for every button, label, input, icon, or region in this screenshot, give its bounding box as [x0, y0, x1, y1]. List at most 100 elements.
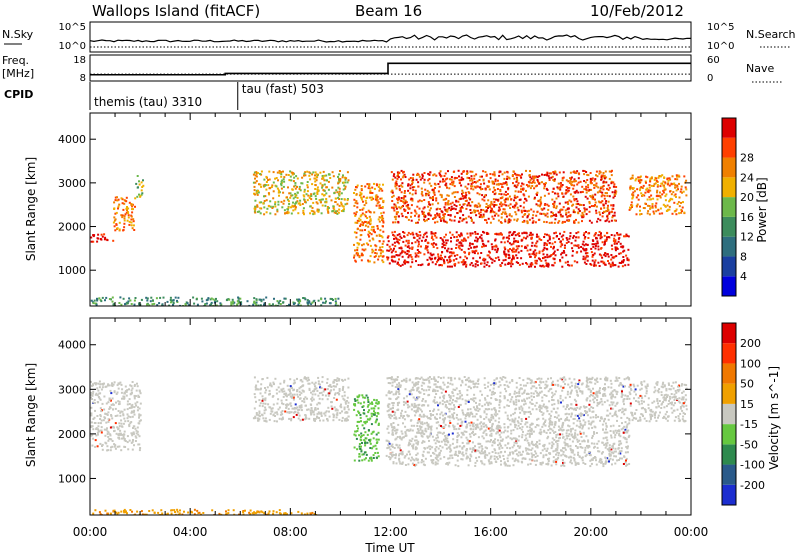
echo-cell [616, 233, 619, 236]
echo-cell [94, 439, 97, 442]
echo-cell [276, 413, 279, 416]
echo-cell [606, 215, 609, 218]
echo-cell [527, 195, 530, 198]
echo-cell [448, 207, 451, 209]
echo-cell [418, 237, 421, 240]
echo-cell [412, 233, 415, 236]
echo-cell [548, 237, 551, 240]
echo-cell [460, 172, 463, 175]
echo-cell [637, 198, 640, 201]
echo-cell [470, 220, 473, 222]
echo-cell [315, 173, 318, 176]
echo-cell [548, 221, 551, 224]
echo-cell [134, 297, 137, 299]
echo-cell [432, 174, 435, 177]
echo-cell [593, 184, 595, 187]
echo-cell [120, 391, 123, 394]
echo-cell [626, 398, 629, 400]
echo-cell [346, 198, 349, 200]
echo-cell [340, 406, 343, 409]
echo-cell [541, 181, 543, 184]
echo-cell [468, 197, 471, 200]
echo-cell [531, 181, 534, 184]
echo-cell [639, 209, 641, 212]
echo-cell [579, 191, 582, 194]
echo-cell [442, 258, 445, 261]
echo-cell [146, 297, 149, 300]
echo-cell [600, 176, 603, 179]
echo-cell [578, 417, 581, 420]
echo-cell [319, 419, 321, 422]
echo-cell [254, 386, 257, 389]
echo-cell [335, 302, 338, 305]
echo-cell [114, 415, 117, 417]
echo-cell [408, 247, 411, 250]
echo-cell [481, 405, 484, 408]
echo-cell [120, 214, 123, 217]
echo-cell [126, 408, 129, 411]
echo-cell [656, 189, 659, 192]
echo-cell [338, 393, 341, 396]
echo-cell [528, 218, 531, 221]
echo-cell [110, 392, 113, 395]
echo-cell [377, 422, 380, 425]
echo-cell [295, 201, 298, 204]
echo-cell [376, 451, 379, 454]
echo-cell [321, 398, 324, 401]
echo-cell [319, 386, 322, 389]
echo-cell [484, 244, 487, 247]
echo-cell [130, 224, 133, 227]
echo-cell [589, 181, 592, 183]
echo-cell [390, 423, 393, 426]
echo-cell [314, 408, 316, 411]
echo-cell [300, 392, 303, 395]
echo-cell [494, 178, 497, 181]
echo-cell [277, 189, 280, 192]
echo-cell [512, 248, 515, 251]
echo-cell [311, 173, 314, 176]
echo-cell [169, 299, 172, 301]
echo-cell [386, 249, 389, 252]
echo-cell [116, 445, 119, 448]
echo-cell [248, 304, 251, 306]
echo-cell [618, 252, 621, 255]
echo-cell [464, 196, 467, 199]
echo-cell [355, 231, 358, 234]
echo-cell [256, 380, 259, 383]
echo-cell [443, 431, 445, 434]
echo-cell [264, 408, 267, 411]
echo-cell [461, 244, 464, 247]
echo-cell [606, 192, 608, 195]
echo-cell [254, 417, 257, 420]
n-search-label: N.Search [746, 28, 796, 41]
echo-cell [116, 199, 119, 202]
echo-cell [467, 247, 470, 250]
echo-cell [414, 252, 417, 255]
echo-cell [324, 297, 327, 300]
echo-cell [408, 439, 411, 442]
echo-cell [656, 198, 659, 201]
echo-cell [290, 419, 293, 422]
echo-cell [539, 200, 542, 203]
echo-cell [92, 234, 95, 237]
echo-cell [268, 170, 271, 173]
echo-cell [584, 236, 587, 238]
echo-cell [398, 238, 401, 241]
echo-cell [314, 180, 317, 183]
echo-cell [593, 252, 596, 255]
echo-cell [589, 263, 592, 265]
echo-cell [561, 215, 564, 218]
echo-cell [431, 188, 434, 191]
echo-cell [367, 399, 370, 401]
echo-cell [583, 210, 586, 213]
echo-cell [361, 208, 364, 211]
echo-cell [486, 261, 489, 264]
echo-cell [354, 221, 357, 224]
echo-cell [390, 206, 393, 209]
echo-cell [514, 190, 517, 193]
echo-cell [367, 404, 370, 407]
echo-cell [358, 394, 361, 397]
echo-cell [370, 228, 373, 231]
echo-cell [504, 248, 507, 251]
echo-cell [312, 201, 315, 204]
